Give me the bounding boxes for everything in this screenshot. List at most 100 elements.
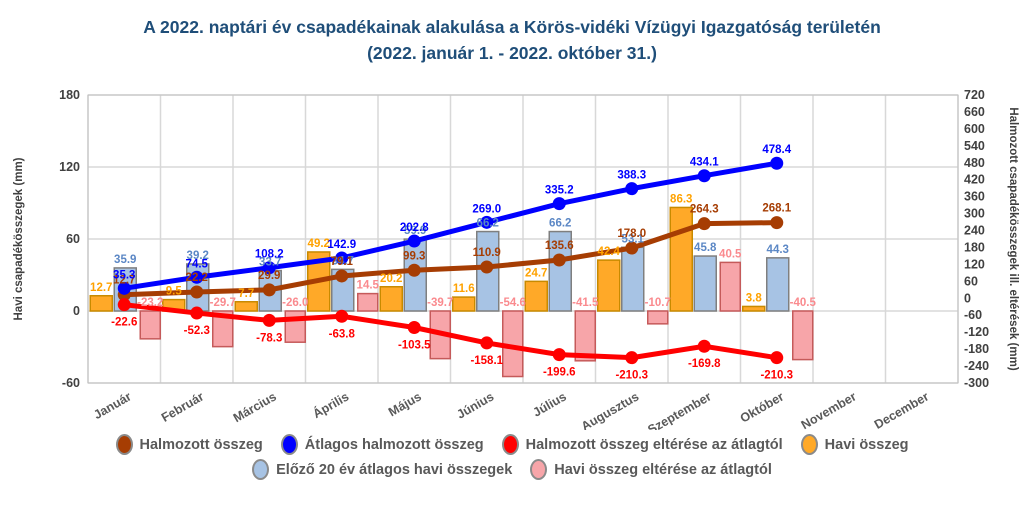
red-line-label: -199.6 — [543, 367, 576, 379]
chart-legend: Halmozott összeg Átlagos halmozott össze… — [0, 434, 1024, 480]
legend-label: Átlagos halmozott összeg — [304, 436, 484, 453]
pink-bar-label: -41.5 — [572, 297, 599, 309]
plot-border — [87, 94, 959, 384]
marker-series-4-month-5 — [480, 215, 494, 229]
red-line-label: -63.8 — [329, 328, 356, 340]
marker-series-3-month-4 — [407, 263, 421, 277]
left-axis-tick: 0 — [73, 304, 80, 318]
orange-bar-label: 20.2 — [380, 273, 402, 285]
red-line-label: -169.8 — [688, 358, 721, 370]
right-axis-tick: -240 — [964, 359, 989, 373]
bar-2-month-0 — [139, 310, 161, 340]
right-axis-tick: 0 — [964, 291, 971, 305]
brown-line-label: 135.6 — [545, 240, 574, 252]
legend-label: Havi összeg eltérése az átlagtól — [554, 461, 772, 478]
right-axis-tick: 60 — [964, 274, 978, 288]
red-line-label: -158.1 — [470, 355, 503, 367]
right-axis-tick: 600 — [964, 122, 985, 136]
blue-line-label: 478.4 — [762, 144, 791, 156]
marker-series-4-month-9 — [770, 156, 784, 170]
bar-0-month-2 — [234, 301, 258, 312]
right-axis-tick: 480 — [964, 156, 985, 170]
red-line-label: -52.3 — [184, 325, 210, 337]
month-label: December — [872, 389, 931, 430]
month-label: Október — [738, 389, 787, 425]
brown-line-label: 268.1 — [762, 203, 791, 215]
bars-group — [89, 206, 814, 378]
month-label: Augusztus — [579, 389, 641, 430]
orange-bar-label: 12.7 — [90, 282, 112, 294]
marker-series-3-month-7 — [625, 241, 639, 255]
brown-line-label: 99.3 — [403, 250, 425, 262]
month-label: November — [799, 389, 859, 430]
legend-row-2: Előző 20 év átlagos havi összegek Havi ö… — [252, 459, 772, 480]
left-axis-title: Havi csapadékösszegek (mm) — [13, 157, 25, 320]
bar-1-month-6 — [548, 230, 572, 312]
blue-bar-label: 44.3 — [767, 244, 789, 256]
bar-2-month-9 — [792, 310, 814, 361]
legend-label: Havi összeg — [824, 436, 909, 453]
pink-circle-icon — [530, 459, 548, 480]
orange-bar-label: 49.2 — [308, 238, 330, 250]
right-axis-tick: 540 — [964, 139, 985, 153]
bar-0-month-8 — [669, 206, 693, 312]
right-axis-tick: 660 — [964, 105, 985, 119]
marker-series-4-month-8 — [697, 169, 711, 183]
month-label: Április — [310, 389, 351, 421]
marker-series-5-month-9 — [770, 351, 784, 365]
right-axis-tick: -120 — [964, 325, 989, 339]
left-axis-tick: 180 — [59, 88, 80, 102]
orange-circle-icon — [800, 434, 818, 455]
pink-bar-label: -29.7 — [210, 297, 236, 309]
orange-bar-label: 3.8 — [746, 292, 763, 304]
left-axis-tick: 60 — [66, 232, 80, 246]
blue-bar-label: 33.7 — [259, 257, 281, 269]
red-line-label: -78.3 — [256, 332, 282, 344]
brown-line-label: 264.3 — [690, 204, 719, 216]
blue-line-label: 108.2 — [255, 249, 284, 261]
right-axis-tick: -300 — [964, 376, 989, 390]
legend-item-elozo-20-ev: Előző 20 év átlagos havi összegek — [252, 459, 512, 480]
blue-bar-label: 45.8 — [694, 242, 717, 254]
bar-2-month-3 — [357, 292, 379, 312]
bar-0-month-6 — [524, 280, 548, 312]
month-label: Június — [454, 389, 496, 421]
right-axis-tick: -180 — [964, 342, 989, 356]
pink-bar-label: -10.7 — [645, 297, 671, 309]
right-axis-tick: 720 — [964, 88, 985, 102]
right-axis-tick: 180 — [964, 240, 985, 254]
chart-title-line1: A 2022. naptári év csapadékainak alakulá… — [143, 17, 881, 37]
brown-line-label: 79.1 — [331, 256, 354, 268]
blue-bar-label: 59.9 — [404, 225, 426, 237]
pink-bar-label: 14.5 — [357, 280, 380, 292]
line-series-5 — [123, 302, 778, 361]
blue-bar-label: 34.7 — [332, 255, 354, 267]
marker-series-4-month-6 — [552, 197, 566, 211]
pink-bar-label: -54.6 — [500, 297, 526, 309]
marker-series-5-month-0 — [117, 298, 131, 312]
bar-0-month-7 — [597, 259, 621, 312]
orange-bar-label: 86.3 — [670, 193, 692, 205]
bar-1-month-7 — [621, 246, 645, 312]
marker-series-3-month-1 — [190, 285, 204, 299]
bar-0-month-9 — [742, 305, 766, 312]
pink-bar-label: -39.7 — [427, 297, 453, 309]
marker-series-3-month-2 — [262, 283, 276, 297]
legend-item-halmozott-elteres: Halmozott összeg eltérése az átlagtól — [501, 434, 783, 455]
marker-series-3-month-3 — [335, 269, 349, 283]
marker-series-5-month-7 — [625, 351, 639, 365]
pink-bar-label: 40.5 — [719, 248, 742, 260]
pink-bar-label: -23.2 — [137, 297, 163, 309]
marker-series-3-month-8 — [697, 217, 711, 231]
red-line-label: -210.3 — [760, 370, 793, 382]
right-axis-tick: 240 — [964, 224, 985, 238]
bar-0-month-4 — [379, 286, 403, 312]
brown-line-label: 22.2 — [186, 272, 208, 284]
legend-label: Halmozott összeg — [139, 436, 263, 453]
marker-series-5-month-3 — [335, 309, 349, 323]
month-label: Január — [91, 389, 134, 422]
orange-bar-label: 7.7 — [238, 288, 254, 300]
legend-item-halmozott-osszeg: Halmozott összeg — [115, 434, 263, 455]
